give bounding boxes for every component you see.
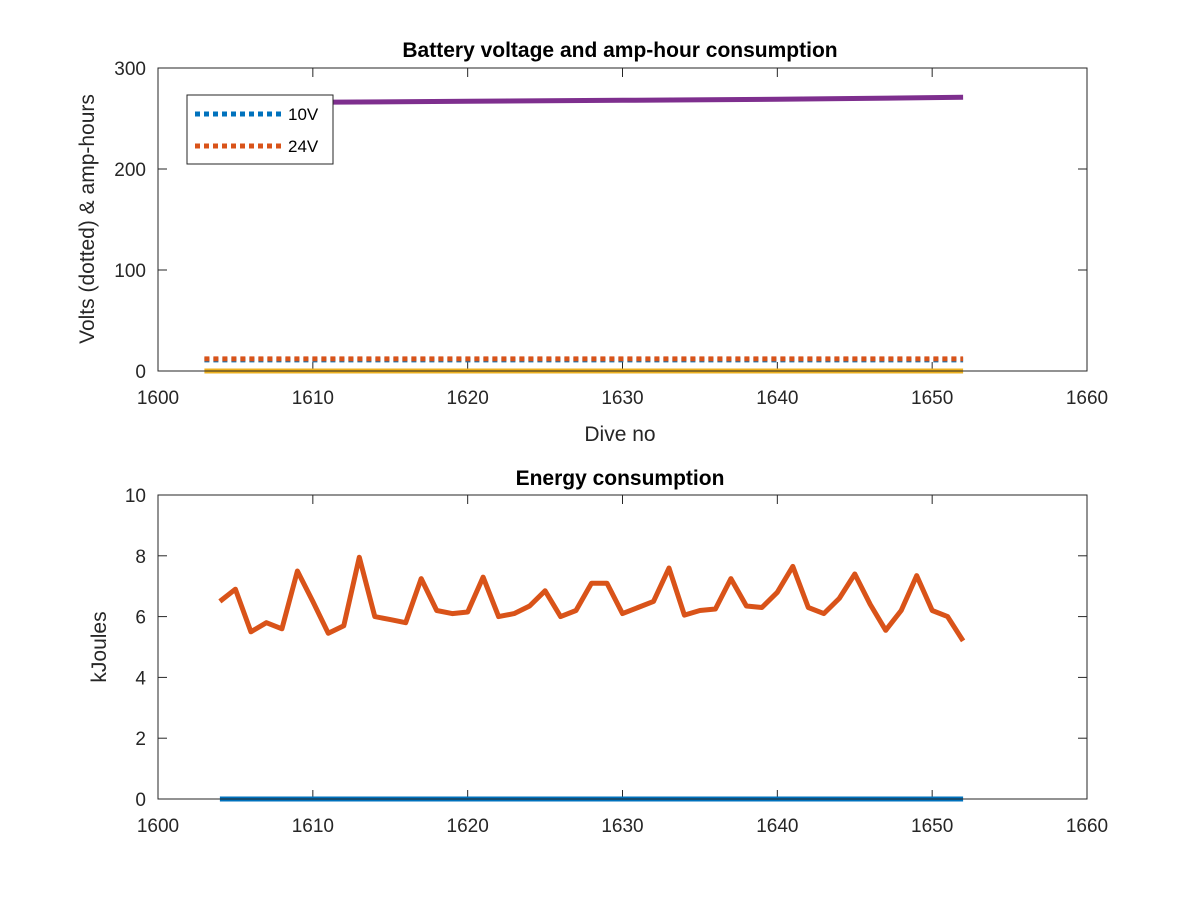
top-ytick-label: 300: [114, 59, 146, 80]
top-ticks: 1600 1610 1620 1630 1640 1650 1660 0 100 200 300: [114, 59, 1108, 409]
legend-label-24v: 24V: [288, 137, 319, 156]
bottom-series-line-1: [218, 554, 966, 643]
bottom-axes-box: [157, 494, 1088, 800]
bottom-xtick-label: 1600: [137, 816, 179, 837]
top-ylabel: Volts (dotted) & amp-hours: [76, 94, 99, 344]
bottom-ylabel: kJoules: [88, 611, 111, 682]
top-ytick-label: 0: [135, 362, 146, 383]
bottom-ytick-label: 0: [135, 790, 146, 811]
top-title: Battery voltage and amp-hour consumption: [402, 39, 837, 62]
legend-box: [186, 94, 334, 165]
bottom-ytick-label: 8: [135, 547, 146, 568]
legend: 10V 24V: [186, 94, 334, 165]
top-xlabel: Dive no: [584, 423, 655, 446]
legend-label-10v: 10V: [288, 105, 319, 124]
top-subplot: Battery voltage and amp-hour consumption…: [76, 39, 1108, 446]
bottom-ticks: 1600 1610 1620 1630 1640 1650 1660 0 2 4 6 8 10: [125, 486, 1108, 837]
bottom-xtick-label: 1620: [447, 816, 489, 837]
top-ytick-label: 200: [114, 160, 146, 181]
top-xtick-label: 1630: [601, 388, 643, 409]
bottom-xtick-label: 1630: [601, 816, 643, 837]
top-xtick-label: 1620: [447, 388, 489, 409]
bottom-xtick-label: 1640: [756, 816, 798, 837]
bottom-xtick-label: 1610: [292, 816, 334, 837]
top-xtick-label: 1640: [756, 388, 798, 409]
bottom-ytick-label: 4: [135, 668, 146, 689]
top-xtick-label: 1610: [292, 388, 334, 409]
top-axes-box: [157, 67, 1088, 372]
bottom-ytick-label: 2: [135, 729, 146, 750]
top-xtick-label: 1650: [911, 388, 953, 409]
bottom-ytick-label: 10: [125, 486, 146, 507]
bottom-xtick-label: 1650: [911, 816, 953, 837]
top-xtick-label: 1600: [137, 388, 179, 409]
top-ytick-label: 100: [114, 261, 146, 282]
bottom-subplot: Energy consumption kJoules 1600 1610 1620 1…: [88, 467, 1108, 837]
bottom-ytick-label: 6: [135, 608, 146, 629]
bottom-title: Energy consumption: [516, 467, 725, 490]
top-xtick-label: 1660: [1066, 388, 1108, 409]
bottom-xtick-label: 1660: [1066, 816, 1108, 837]
